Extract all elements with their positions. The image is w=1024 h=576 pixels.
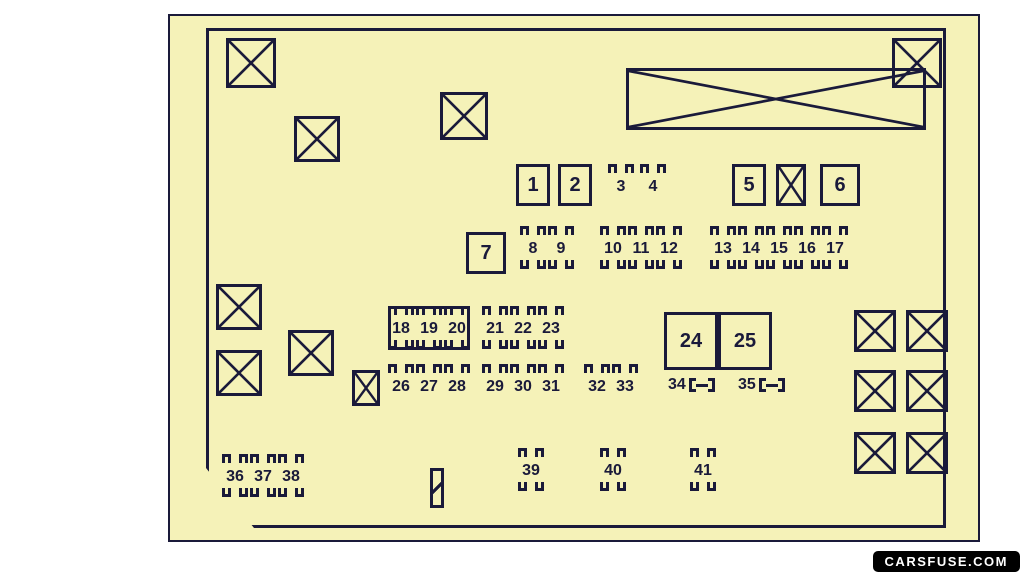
mini-fuse-10: 10 bbox=[600, 226, 626, 272]
crossed-box bbox=[294, 116, 340, 162]
mini-fuse-33: 33 bbox=[612, 364, 638, 398]
hbar-fuse-35: 35 bbox=[738, 376, 785, 394]
mini-fuse-13: 13 bbox=[710, 226, 736, 272]
fuse-slot-24: 24 bbox=[664, 312, 718, 370]
mini-fuse-17: 17 bbox=[822, 226, 848, 272]
mini-fuse-28: 28 bbox=[444, 364, 470, 398]
mini-fuse-16: 16 bbox=[794, 226, 820, 272]
hbar-fuse-34: 34 bbox=[668, 376, 715, 394]
mini-fuse-11: 11 bbox=[628, 226, 654, 272]
mini-fuse-38: 38 bbox=[278, 454, 304, 500]
crossed-box bbox=[906, 432, 948, 474]
watermark-badge: CARSFUSE.COM bbox=[873, 551, 1020, 572]
fuse-slot-6: 6 bbox=[820, 164, 860, 206]
mini-fuse-19: 19 bbox=[416, 306, 442, 352]
fuse-slot-25: 25 bbox=[718, 312, 772, 370]
mini-fuse-21: 21 bbox=[482, 306, 508, 352]
mini-fuse-30: 30 bbox=[510, 364, 536, 398]
mini-fuse-23: 23 bbox=[538, 306, 564, 352]
mini-fuse-27: 27 bbox=[416, 364, 442, 398]
mini-fuse-41: 41 bbox=[690, 448, 716, 494]
fuse-slot-2: 2 bbox=[558, 164, 592, 206]
crossed-box bbox=[226, 38, 276, 88]
mini-fuse-39: 39 bbox=[518, 448, 544, 494]
crossed-box bbox=[626, 68, 926, 130]
mini-fuse-29: 29 bbox=[482, 364, 508, 398]
narrow-hatch bbox=[430, 468, 444, 508]
crossed-box bbox=[906, 310, 948, 352]
crossed-box bbox=[906, 370, 948, 412]
mini-fuse-3: 3 bbox=[608, 164, 634, 198]
mini-fuse-9: 9 bbox=[548, 226, 574, 272]
mini-fuse-26: 26 bbox=[388, 364, 414, 398]
mini-fuse-4: 4 bbox=[640, 164, 666, 198]
mini-fuse-36: 36 bbox=[222, 454, 248, 500]
crossed-box bbox=[854, 370, 896, 412]
fuse-slot-7: 7 bbox=[466, 232, 506, 274]
mini-fuse-15: 15 bbox=[766, 226, 792, 272]
crossed-box bbox=[288, 330, 334, 376]
crossed-box bbox=[854, 432, 896, 474]
mini-fuse-8: 8 bbox=[520, 226, 546, 272]
crossed-box bbox=[440, 92, 488, 140]
mini-fuse-20: 20 bbox=[444, 306, 470, 352]
mini-fuse-31: 31 bbox=[538, 364, 564, 398]
mini-fuse-32: 32 bbox=[584, 364, 610, 398]
mini-fuse-37: 37 bbox=[250, 454, 276, 500]
crossed-box bbox=[776, 164, 806, 206]
diagram-canvas: 125672425 348910111213141516171819202122… bbox=[168, 14, 980, 542]
mini-fuse-22: 22 bbox=[510, 306, 536, 352]
mini-fuse-18: 18 bbox=[388, 306, 414, 352]
crossed-box bbox=[216, 350, 262, 396]
mini-fuse-12: 12 bbox=[656, 226, 682, 272]
crossed-box bbox=[352, 370, 380, 406]
crossed-box bbox=[216, 284, 262, 330]
mini-fuse-14: 14 bbox=[738, 226, 764, 272]
crossed-box bbox=[854, 310, 896, 352]
mini-fuse-40: 40 bbox=[600, 448, 626, 494]
fuse-slot-5: 5 bbox=[732, 164, 766, 206]
fuse-slot-1: 1 bbox=[516, 164, 550, 206]
